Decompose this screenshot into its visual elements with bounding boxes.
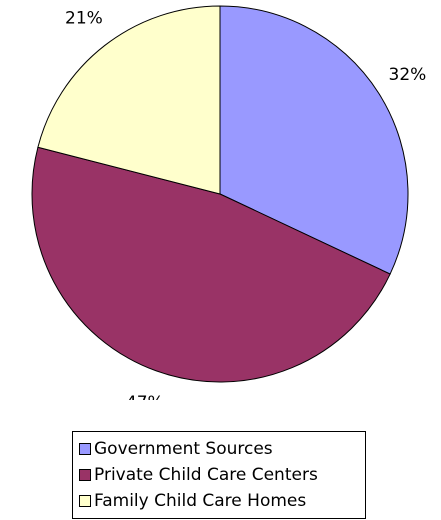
pie-labels: 32% 47% 21% <box>65 9 426 400</box>
legend-item-government-sources: Government Sources <box>79 436 365 462</box>
legend-label-private-child-care-centers: Private Child Care Centers <box>94 465 318 485</box>
pie-label-private-child-care-centers: 47% <box>126 393 164 400</box>
pie-slice-government-sources <box>219 5 409 275</box>
legend-swatch-private-child-care-centers <box>79 469 91 481</box>
chart-legend: Government Sources Private Child Care Ce… <box>72 431 366 519</box>
pie-label-government-sources: 32% <box>389 65 427 85</box>
pie-chart: 32% 47% 21% <box>31 5 426 400</box>
legend-swatch-government-sources <box>79 443 91 455</box>
legend-label-family-child-care-homes: Family Child Care Homes <box>94 491 307 511</box>
legend-item-family-child-care-homes: Family Child Care Homes <box>79 488 365 514</box>
legend-label-government-sources: Government Sources <box>94 439 273 459</box>
legend-item-private-child-care-centers: Private Child Care Centers <box>79 462 365 488</box>
pie-slices <box>31 5 409 383</box>
pie-label-family-child-care-homes: 21% <box>65 9 103 29</box>
pie-slice-family-child-care-homes <box>37 5 221 195</box>
legend-swatch-family-child-care-homes <box>79 495 91 507</box>
pie-slice-private-child-care-centers <box>31 146 391 383</box>
